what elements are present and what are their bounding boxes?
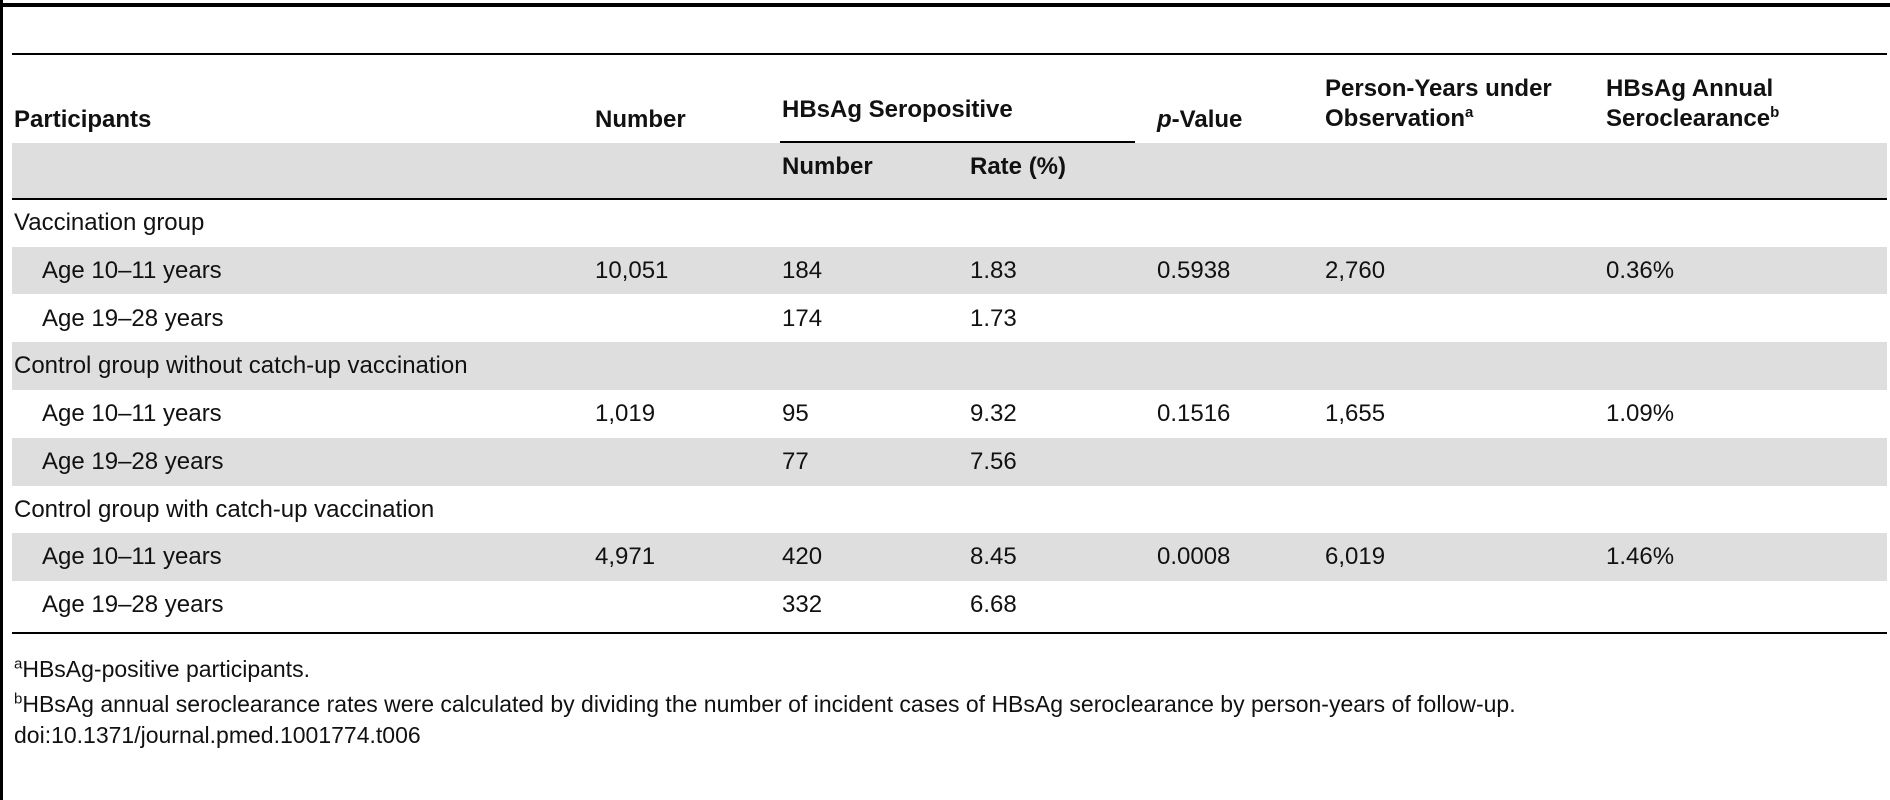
footnote-a-text: HBsAg-positive participants. — [22, 656, 310, 682]
header-hbsag-seropositive: HBsAg Seropositive — [782, 96, 1013, 123]
subheader-band — [12, 143, 1887, 198]
group-label: Control group with catch-up vaccination — [14, 496, 435, 523]
footnote-b-marker: b — [1770, 104, 1780, 121]
seroclearance-line1: HBsAg Annual — [1606, 75, 1774, 102]
row-sero-number: 95 — [782, 400, 809, 427]
header-sero-number: Number — [782, 153, 873, 180]
footnote-b: bHBsAg annual seroclearance rates were c… — [14, 689, 1516, 719]
footnote-a-mark: a — [14, 655, 23, 673]
row-p-value: 0.0008 — [1157, 543, 1231, 570]
row-age: Age 10–11 years — [42, 257, 222, 284]
footnote-b-mark: b — [14, 690, 23, 708]
row-seroclearance: 1.09% — [1606, 400, 1675, 427]
footnote-a: aHBsAg-positive participants. — [14, 654, 310, 684]
row-age: Age 10–11 years — [42, 543, 222, 570]
row-number: 4,971 — [595, 543, 656, 570]
left-border — [0, 0, 3, 800]
header-top-rule — [12, 53, 1887, 55]
row-seroclearance: 1.46% — [1606, 543, 1675, 570]
header-number: Number — [595, 106, 686, 133]
p-suffix: -Value — [1171, 106, 1243, 133]
doi-link: doi:10.1371/journal.pmed.1001774.t006 — [14, 722, 421, 748]
row-person-years: 1,655 — [1325, 400, 1386, 427]
row-sero-number: 420 — [782, 543, 823, 570]
row-sero-number: 184 — [782, 257, 823, 284]
row-band-3 — [12, 438, 1887, 486]
row-band-2 — [12, 342, 1887, 390]
row-age: Age 19–28 years — [42, 305, 224, 332]
row-person-years: 6,019 — [1325, 543, 1386, 570]
footnote-b-text: HBsAg annual seroclearance rates were ca… — [22, 691, 1516, 717]
row-rate: 1.73 — [970, 305, 1017, 332]
row-seroclearance: 0.36% — [1606, 257, 1675, 284]
person-years-line2: Observationa — [1325, 104, 1474, 132]
row-age: Age 19–28 years — [42, 448, 224, 475]
row-age: Age 19–28 years — [42, 591, 224, 618]
header-seroclearance: HBsAg Annual Seroclearanceb — [1606, 74, 1779, 134]
header-p-value: p-Value — [1157, 105, 1242, 135]
row-p-value: 0.5938 — [1157, 257, 1231, 284]
table-bottom-rule — [12, 632, 1887, 634]
header-participants: Participants — [14, 106, 152, 133]
footnote-a-marker: a — [1465, 104, 1474, 121]
row-sero-number: 332 — [782, 591, 823, 618]
p-italic: p — [1157, 106, 1172, 133]
header-bottom-rule — [12, 198, 1887, 200]
person-years-line1: Person-Years under — [1325, 75, 1552, 102]
row-rate: 9.32 — [970, 400, 1017, 427]
row-sero-number: 174 — [782, 305, 823, 332]
row-band-1 — [12, 247, 1887, 294]
header-rate: Rate (%) — [970, 153, 1067, 180]
group-label: Vaccination group — [14, 209, 205, 236]
row-rate: 6.68 — [970, 591, 1017, 618]
top-border — [0, 3, 1890, 7]
seroclearance-line2: Seroclearanceb — [1606, 104, 1780, 132]
seropositive-rule — [780, 141, 1135, 143]
row-band-4 — [12, 533, 1887, 581]
row-sero-number: 77 — [782, 448, 809, 475]
row-age: Age 10–11 years — [42, 400, 222, 427]
row-number: 10,051 — [595, 257, 669, 284]
row-person-years: 2,760 — [1325, 257, 1386, 284]
row-number: 1,019 — [595, 400, 656, 427]
group-label: Control group without catch-up vaccinati… — [14, 352, 468, 379]
row-rate: 7.56 — [970, 448, 1017, 475]
row-rate: 8.45 — [970, 543, 1017, 570]
row-rate: 1.83 — [970, 257, 1017, 284]
row-p-value: 0.1516 — [1157, 400, 1231, 427]
header-person-years: Person-Years under Observationa — [1325, 74, 1552, 134]
